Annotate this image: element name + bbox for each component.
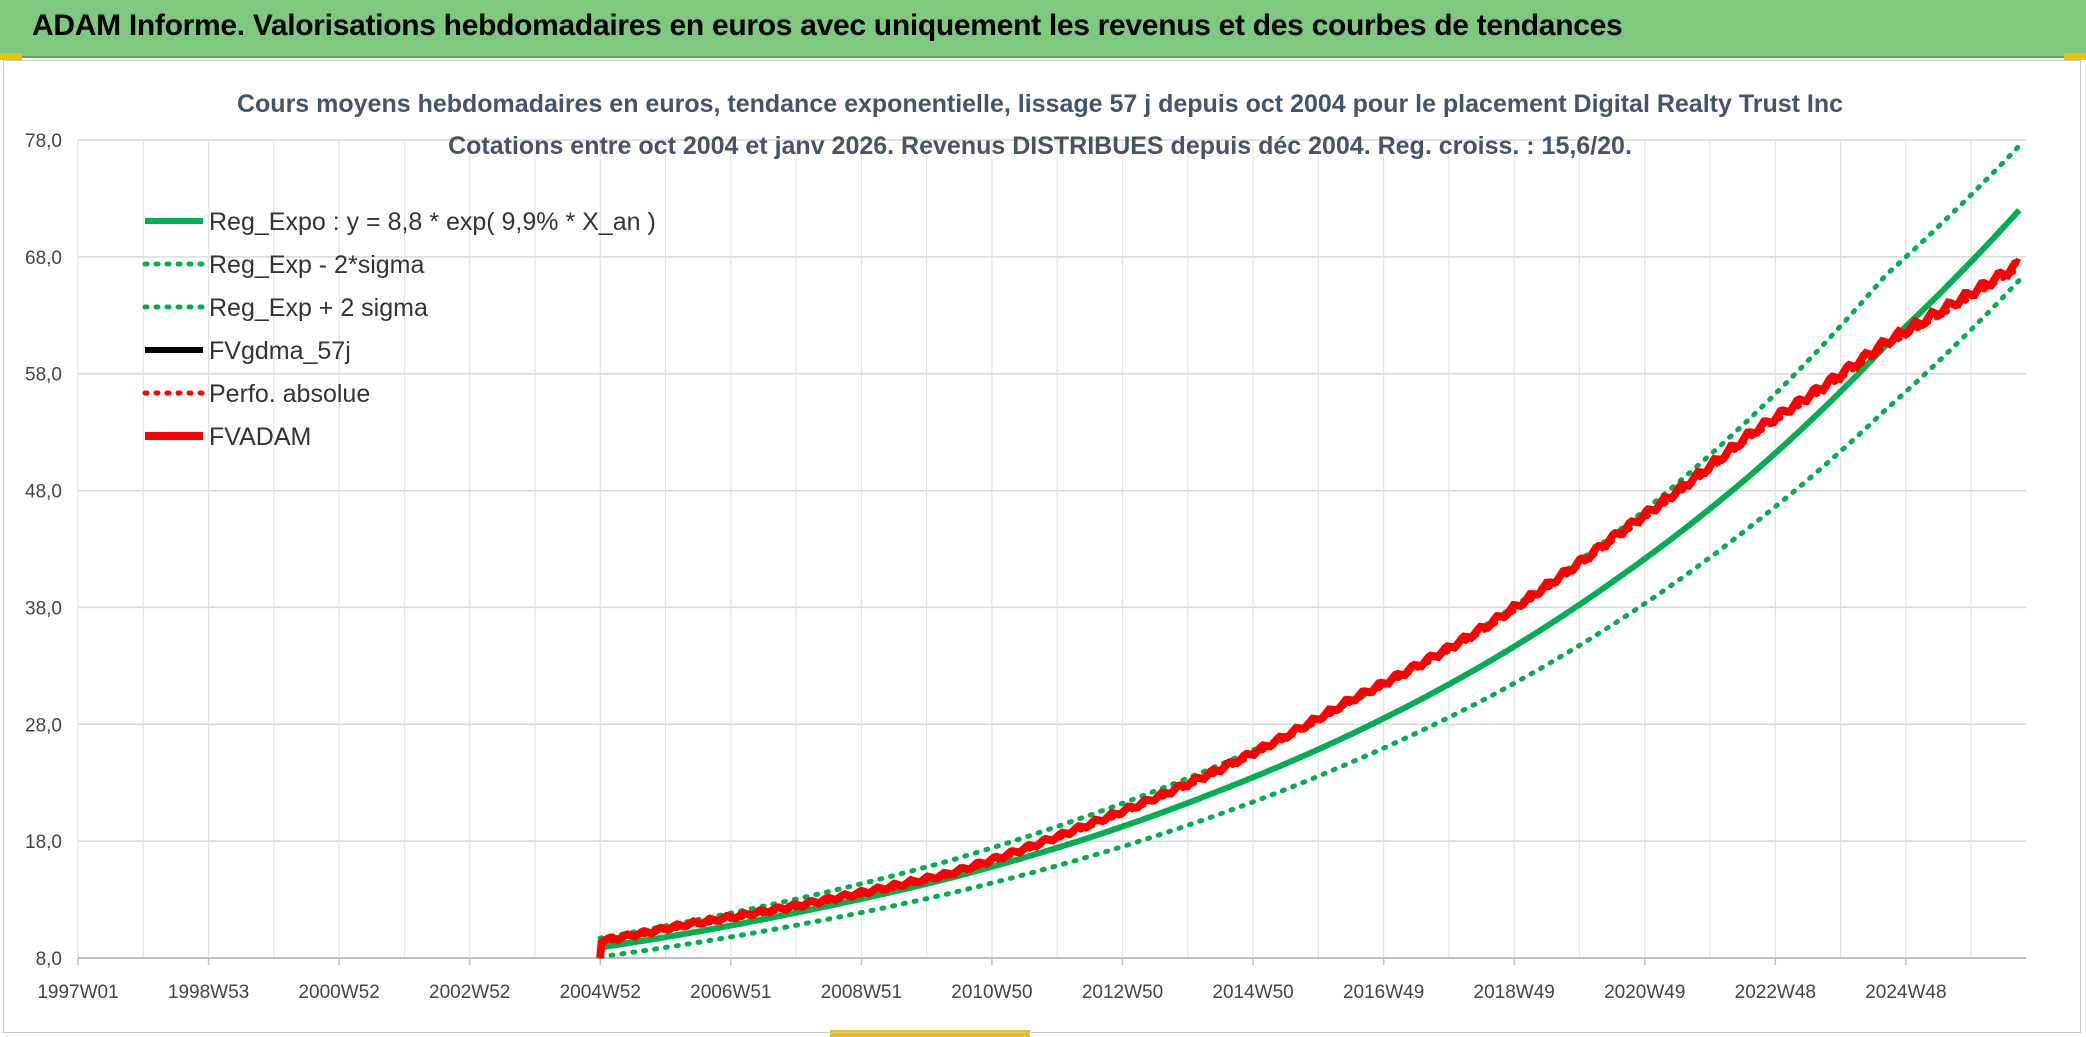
y-tick-label: 78,0 xyxy=(25,131,62,152)
x-axis: 1997W01 1998W53 2000W52 2002W52 2004W52 2006W… xyxy=(37,957,2026,1003)
x-tick-label: 2000W52 xyxy=(298,982,379,1003)
legend-label: Reg_Exp - 2*sigma xyxy=(209,251,424,279)
legend-label: Reg_Exp + 2 sigma xyxy=(209,294,428,322)
x-tick-label: 2014W50 xyxy=(1212,982,1293,1003)
x-tick-label: 2020W49 xyxy=(1604,982,1685,1003)
y-tick-label: 28,0 xyxy=(25,715,62,736)
x-tick-label: 2008W51 xyxy=(821,982,902,1003)
corner-marker xyxy=(0,53,22,60)
chart-title-line1: Cours moyens hebdomadaires en euros, ten… xyxy=(237,90,1843,118)
chart-frame xyxy=(3,60,2081,1033)
x-tick-label: 1997W01 xyxy=(37,982,118,1003)
report-banner: ADAM Informe. Valorisations hebdomadaire… xyxy=(0,0,2086,58)
x-tick-label: 2004W52 xyxy=(560,982,641,1003)
y-tick-label: 58,0 xyxy=(25,365,62,386)
corner-marker xyxy=(2064,53,2086,60)
x-tick-label: 2010W50 xyxy=(951,982,1032,1003)
legend-label: FVADAM xyxy=(209,423,311,451)
x-tick-label: 2012W50 xyxy=(1082,982,1163,1003)
x-tick-label: 2022W48 xyxy=(1735,982,1816,1003)
x-tick-label: 2002W52 xyxy=(429,982,510,1003)
series-line xyxy=(599,208,2022,951)
y-tick-label: 38,0 xyxy=(25,598,62,619)
chart-title-line2: Cotations entre oct 2004 et janv 2026. R… xyxy=(448,132,1632,160)
x-tick-label: 2024W48 xyxy=(1865,982,1946,1003)
x-tick-label: 2016W49 xyxy=(1343,982,1424,1003)
y-axis: 8,0 18,0 28,0 38,0 48,0 58,0 68,0 78,0 xyxy=(25,131,62,970)
y-tick-label: 68,0 xyxy=(25,248,62,269)
y-tick-label: 18,0 xyxy=(25,832,62,853)
corner-marker xyxy=(830,1030,1030,1037)
series-line xyxy=(596,257,2021,959)
series-layer xyxy=(596,143,2022,960)
y-tick-label: 48,0 xyxy=(25,482,62,503)
legend-label: Reg_Expo : y = 8,8 * exp( 9,9% * X_an ) xyxy=(209,208,656,236)
x-tick-label: 2006W51 xyxy=(690,982,771,1003)
series-line xyxy=(597,277,2022,960)
legend-label: Perfo. absolue xyxy=(209,380,370,408)
x-tick-label: 1998W53 xyxy=(168,982,249,1003)
legend: Reg_Expo : y = 8,8 * exp( 9,9% * X_an ) R… xyxy=(142,208,656,451)
y-tick-label: 8,0 xyxy=(36,949,62,970)
x-tick-label: 2018W49 xyxy=(1474,982,1555,1003)
legend-label: FVgdma_57j xyxy=(209,337,351,365)
report-title: ADAM Informe. Valorisations hebdomadaire… xyxy=(32,9,1623,42)
series-line xyxy=(597,143,2022,941)
